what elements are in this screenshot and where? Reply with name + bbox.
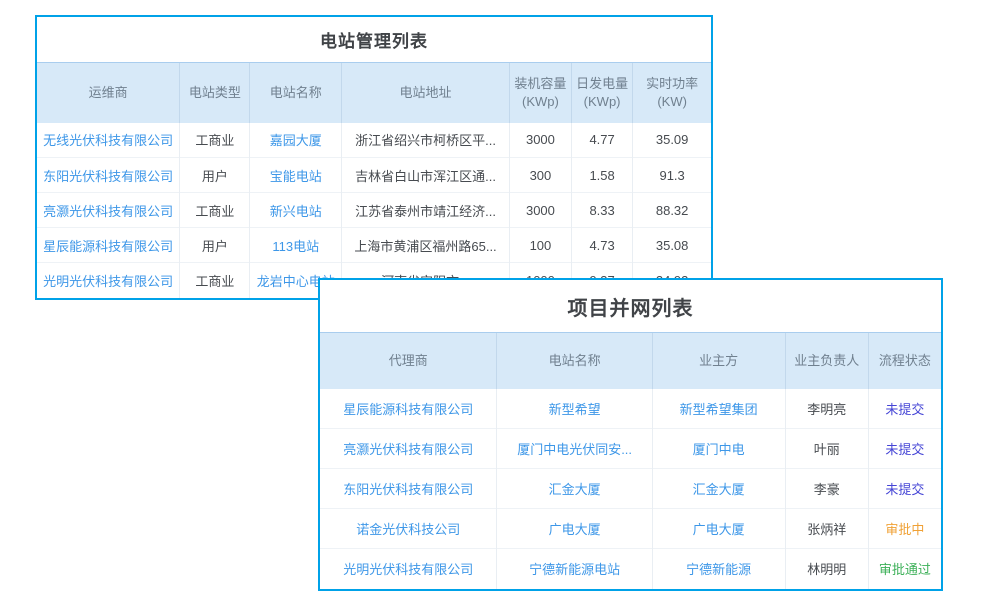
station-name-link[interactable]: 宁德新能源电站 [496, 548, 653, 589]
col-header-installed-capacity: 装机容量 (KWp) [508, 62, 572, 123]
operator-link[interactable]: 光明光伏科技有限公司 [37, 262, 180, 298]
daily-generation: 8.33 [570, 192, 633, 228]
station-type: 用户 [179, 227, 250, 263]
operator-link[interactable]: 无线光伏科技有限公司 [43, 133, 174, 149]
station-type: 工商业 [179, 122, 250, 158]
status-badge: 未提交 [867, 468, 941, 509]
station-name-link[interactable]: 宝能电站 [249, 157, 342, 193]
table-row: 亮灏光伏科技有限公司 工商业 新兴电站 江苏省泰州市靖江经济... 3000 8… [37, 192, 711, 228]
grid-connection-title: 项目并网列表 [567, 297, 694, 320]
table-header-row: 运维商 电站类型 电站名称 电站地址 装机容量 (KWp) 日发电量 (KWp)… [37, 62, 711, 123]
station-name-link[interactable]: 新兴电站 [249, 192, 342, 228]
table-row: 无线光伏科技有限公司 工商业 嘉园大厦 浙江省绍兴市柯桥区平... 3000 4… [37, 122, 711, 158]
station-type: 工商业 [179, 262, 250, 298]
operator-link[interactable]: 东阳光伏科技有限公司 [37, 157, 180, 193]
station-name-link[interactable]: 厦门中电光伏同安... [496, 428, 653, 469]
col-header-owner: 业主方 [651, 332, 786, 389]
daily-generation: 4.77 [570, 122, 633, 158]
table-row: 诺金光伏科技公司 广电大厦 广电大厦 张炳祥 审批中 [320, 508, 941, 549]
agent-link[interactable]: 光明光伏科技有限公司 [320, 548, 497, 589]
col-header-owner-contact: 业主负责人 [784, 332, 869, 389]
col-header-realtime-power: 实时功率 (KW) [632, 62, 711, 123]
col-header-station-name: 电站名称 [249, 62, 342, 123]
agent-link[interactable]: 诺金光伏科技公司 [320, 508, 497, 549]
station-management-title: 电站管理列表 [320, 32, 428, 51]
daily-generation: 1.58 [570, 157, 633, 193]
owner-link[interactable]: 厦门中电 [651, 428, 786, 469]
agent-link[interactable]: 东阳光伏科技有限公司 [320, 468, 497, 509]
operator-link[interactable]: 星辰能源科技有限公司 [37, 227, 180, 263]
grid-connection-table: 代理商 电站名称 业主方 业主负责人 流程状态 星辰能源科技有限公司 新型希望 … [320, 332, 941, 589]
operator-link[interactable]: 亮灏光伏科技有限公司 [37, 192, 180, 228]
installed-capacity: 3000 [508, 122, 572, 158]
owner-contact: 林明明 [784, 548, 869, 589]
realtime-power: 88.32 [632, 192, 711, 228]
owner-link[interactable]: 汇金大厦 [651, 468, 786, 509]
col-header-station-address: 电站地址 [341, 62, 510, 123]
station-type: 工商业 [179, 192, 250, 228]
installed-capacity: 3000 [508, 192, 572, 228]
realtime-power: 91.3 [632, 157, 711, 193]
agent-link[interactable]: 星辰能源科技有限公司 [343, 401, 474, 417]
col-header-station-name: 电站名称 [496, 332, 653, 389]
owner-contact: 叶丽 [784, 428, 869, 469]
realtime-power: 35.09 [632, 122, 711, 158]
status-badge: 未提交 [867, 428, 941, 469]
status-badge: 审批中 [867, 508, 941, 549]
col-header-operator: 运维商 [37, 62, 180, 123]
station-name-link[interactable]: 嘉园大厦 [249, 122, 342, 158]
table-row: 亮灏光伏科技有限公司 厦门中电光伏同安... 厦门中电 叶丽 未提交 [320, 428, 941, 469]
owner-link[interactable]: 宁德新能源 [651, 548, 786, 589]
installed-capacity: 300 [508, 157, 572, 193]
station-address: 江苏省泰州市靖江经济... [341, 192, 510, 228]
station-name-link[interactable]: 113电站 [249, 227, 342, 263]
col-header-agent: 代理商 [320, 332, 497, 389]
owner-link[interactable]: 广电大厦 [651, 508, 786, 549]
col-header-daily-generation: 日发电量 (KWp) [570, 62, 633, 123]
col-header-process-status: 流程状态 [867, 332, 941, 389]
status-badge: 未提交 [867, 388, 941, 429]
station-address: 吉林省白山市浑江区通... [341, 157, 510, 193]
owner-contact: 李豪 [784, 468, 869, 509]
station-name-link[interactable]: 汇金大厦 [496, 468, 653, 509]
owner-contact: 李明亮 [784, 388, 869, 429]
owner-link[interactable]: 新型希望集团 [651, 388, 786, 429]
table-row: 东阳光伏科技有限公司 汇金大厦 汇金大厦 李豪 未提交 [320, 468, 941, 509]
station-type: 用户 [179, 157, 250, 193]
daily-generation: 4.73 [570, 227, 633, 263]
station-management-table: 运维商 电站类型 电站名称 电站地址 装机容量 (KWp) 日发电量 (KWp)… [37, 62, 711, 298]
col-header-station-type: 电站类型 [179, 62, 250, 123]
station-address: 上海市黄浦区福州路65... [341, 227, 510, 263]
table-header-row: 代理商 电站名称 业主方 业主负责人 流程状态 [320, 332, 941, 389]
installed-capacity: 100 [508, 227, 572, 263]
table-row: 星辰能源科技有限公司 用户 113电站 上海市黄浦区福州路65... 100 4… [37, 227, 711, 263]
status-badge: 审批通过 [867, 548, 941, 589]
station-name-link[interactable]: 新型希望 [496, 388, 653, 429]
owner-contact: 张炳祥 [784, 508, 869, 549]
table-row: 星辰能源科技有限公司 新型希望 新型希望集团 李明亮 未提交 [320, 388, 941, 429]
station-management-window: 电站管理列表 运维商 电站类型 电站名称 电站地址 装机容量 (KWp) 日发电… [35, 15, 713, 300]
agent-link[interactable]: 亮灏光伏科技有限公司 [320, 428, 497, 469]
station-name-link[interactable]: 广电大厦 [496, 508, 653, 549]
station-address: 浙江省绍兴市柯桥区平... [341, 122, 510, 158]
grid-connection-window: 项目并网列表 代理商 电站名称 业主方 业主负责人 流程状态 星辰能源科技有限公… [318, 278, 943, 591]
realtime-power: 35.08 [632, 227, 711, 263]
table-row: 东阳光伏科技有限公司 用户 宝能电站 吉林省白山市浑江区通... 300 1.5… [37, 157, 711, 193]
table-row: 光明光伏科技有限公司 宁德新能源电站 宁德新能源 林明明 审批通过 [320, 548, 941, 589]
